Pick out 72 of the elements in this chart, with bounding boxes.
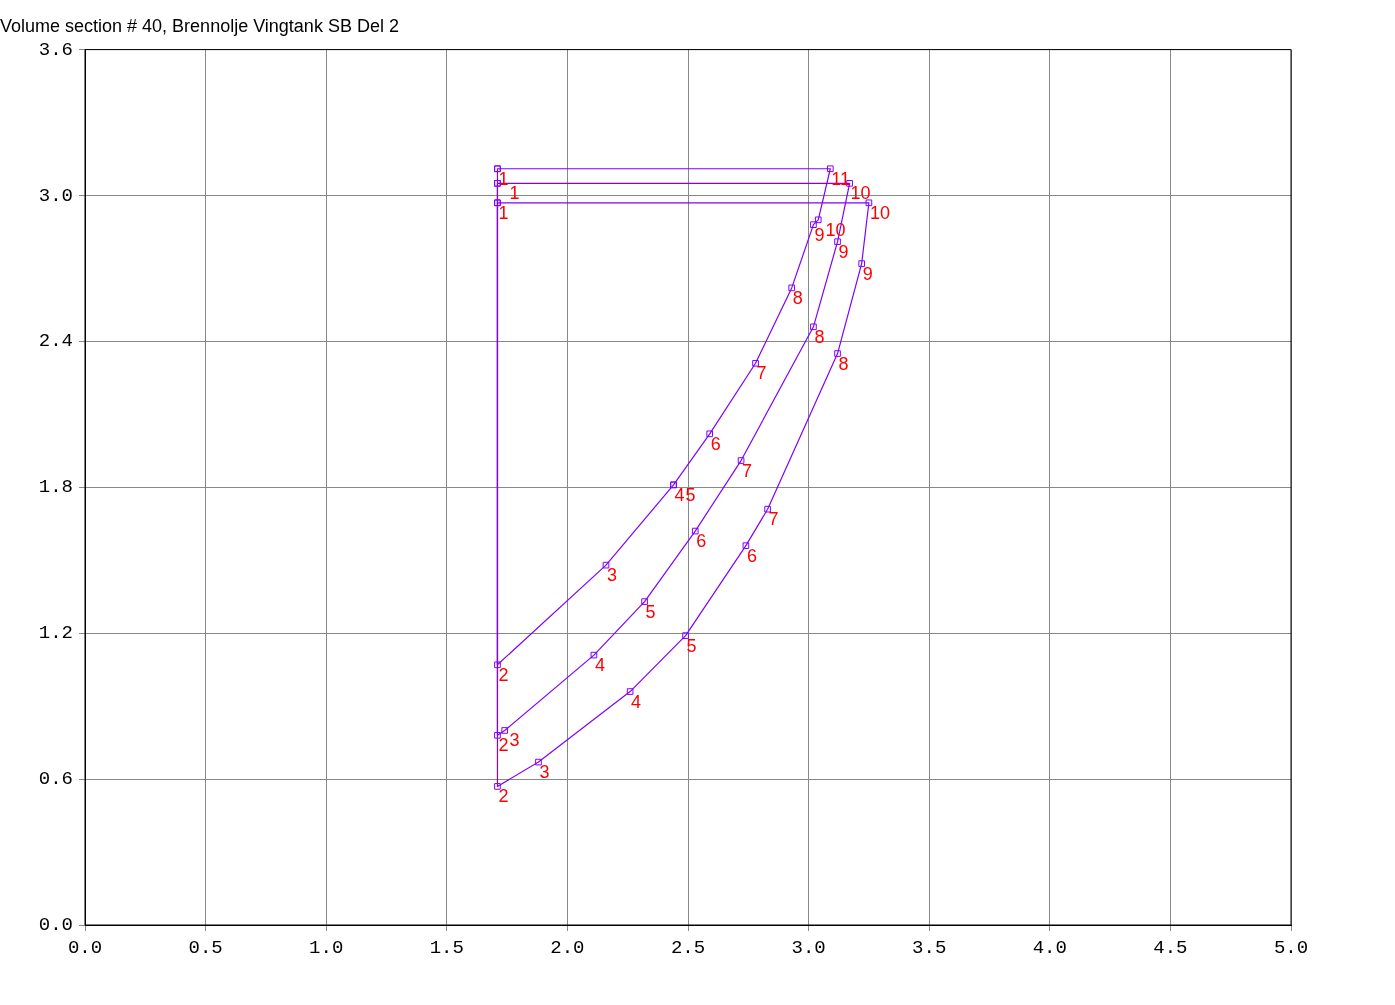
x-tick-label: 1.0 — [309, 937, 344, 960]
y-tick-label: 1.8 — [38, 476, 73, 499]
x-tick-label: 2.5 — [670, 937, 706, 960]
x-tick-label: 0.5 — [188, 937, 223, 960]
annotation: 3 — [509, 730, 520, 751]
x-tick-label: 1.5 — [429, 937, 464, 960]
x-tick-label: 4.0 — [1032, 937, 1067, 960]
point — [590, 651, 598, 659]
annotation: 9 — [862, 263, 873, 284]
point — [858, 260, 865, 267]
annotation: 1 — [498, 202, 509, 223]
annotation: 10 — [850, 183, 871, 204]
x-tick-label: 0.0 — [67, 937, 103, 960]
annotation: 6 — [746, 545, 757, 566]
point — [834, 238, 841, 246]
annotation: 8 — [792, 287, 803, 308]
annotation: 4 — [594, 655, 605, 676]
y-tick-label: 0.0 — [38, 914, 73, 937]
point — [706, 430, 714, 438]
annotation: 7 — [768, 509, 779, 530]
annotation: 9 — [838, 241, 849, 262]
point — [535, 758, 542, 766]
annotation: 5 — [686, 635, 697, 656]
point — [788, 284, 796, 292]
point — [501, 727, 509, 734]
y-tick-label: 3.6 — [38, 38, 73, 61]
annotation: 8 — [838, 353, 849, 374]
y-tick-label: 1.2 — [38, 622, 73, 645]
y-tick-label: 0.6 — [38, 768, 73, 791]
point — [826, 165, 834, 173]
annotation: 7 — [742, 460, 753, 481]
annotation: 7 — [756, 363, 767, 384]
x-tick-label: 5.0 — [1273, 937, 1309, 960]
point — [682, 632, 689, 639]
point — [742, 542, 750, 549]
point — [494, 783, 501, 790]
point — [641, 598, 648, 605]
point — [691, 527, 699, 535]
point — [737, 457, 745, 464]
point — [865, 199, 873, 207]
x-tick-label: 3.0 — [791, 937, 826, 960]
y-tick-label: 3.0 — [38, 184, 73, 207]
point — [810, 323, 817, 331]
annotation: 3 — [539, 762, 550, 783]
point — [494, 732, 501, 739]
annotation: 6 — [710, 433, 721, 454]
annotation: 3 — [606, 565, 618, 586]
annotation: 5 — [685, 484, 696, 505]
annotation: 2 — [498, 735, 509, 756]
annotation: 4 — [674, 484, 685, 505]
chart-title: Volume section # 40, Brennolje Vingtank SB Del 2 — [0, 15, 399, 36]
annotation: 6 — [696, 531, 707, 552]
point — [752, 359, 759, 367]
point — [810, 221, 817, 229]
annotation: 10 — [869, 202, 890, 223]
annotation: 2 — [498, 664, 509, 685]
point — [764, 505, 771, 513]
point — [834, 350, 841, 357]
x-tick-label: 3.5 — [912, 937, 947, 960]
y-tick-label: 2.4 — [38, 330, 73, 353]
annotation: 5 — [645, 601, 656, 622]
point — [602, 561, 610, 569]
point — [814, 216, 822, 224]
annotation: 2 — [498, 786, 509, 807]
annotation: 1 — [509, 183, 520, 204]
x-tick-label: 2.0 — [550, 937, 585, 960]
x-tick-label: 4.5 — [1153, 937, 1188, 960]
annotation: 4 — [631, 691, 642, 712]
annotation: 8 — [814, 326, 825, 347]
point — [626, 688, 634, 695]
point — [494, 661, 501, 669]
annotation: 9 — [814, 224, 825, 245]
